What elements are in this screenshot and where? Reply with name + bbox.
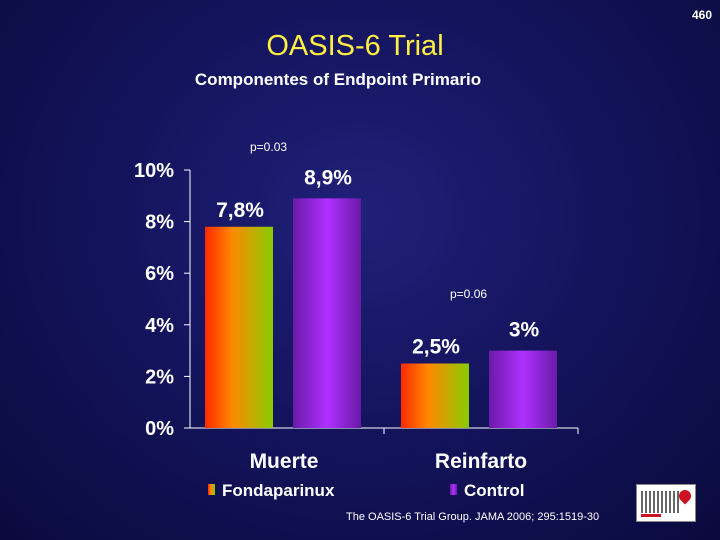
category-label: Reinfarto bbox=[435, 450, 527, 473]
y-tick-label: 8% bbox=[145, 212, 174, 234]
y-tick-label: 0% bbox=[145, 418, 174, 440]
p-value-muerte: p=0.03 bbox=[250, 140, 287, 154]
bar-control-reinfarto bbox=[489, 350, 557, 428]
citation: The OASIS-6 Trial Group. JAMA 2006; 295:… bbox=[346, 511, 600, 523]
slide-title: OASIS-6 Trial bbox=[266, 30, 444, 62]
bar-control-muerte bbox=[293, 198, 361, 428]
slide-number: 460 bbox=[691, 8, 712, 22]
legend-swatch-control bbox=[450, 484, 457, 495]
bar-fondaparinux-reinfarto bbox=[401, 363, 469, 428]
y-tick-label: 4% bbox=[145, 315, 174, 337]
institution-logo bbox=[636, 484, 696, 522]
legend-label-fondaparinux: Fondaparinux bbox=[222, 481, 335, 500]
legend-label-control: Control bbox=[464, 481, 524, 500]
value-label: 7,8% bbox=[216, 199, 264, 222]
slide-subtitle: Componentes of Endpoint Primario bbox=[194, 70, 482, 89]
p-value-reinfarto: p=0.06 bbox=[450, 287, 487, 301]
value-label: 8,9% bbox=[304, 166, 352, 189]
category-label: Muerte bbox=[250, 450, 319, 473]
legend-swatch-fondaparinux bbox=[208, 484, 215, 495]
y-tick-label: 2% bbox=[145, 366, 174, 388]
y-tick-label: 6% bbox=[145, 263, 174, 285]
value-label: 3% bbox=[509, 319, 540, 342]
value-label: 2,5% bbox=[412, 336, 460, 359]
y-tick-label: 10% bbox=[134, 160, 174, 182]
bar-fondaparinux-muerte bbox=[205, 226, 273, 428]
